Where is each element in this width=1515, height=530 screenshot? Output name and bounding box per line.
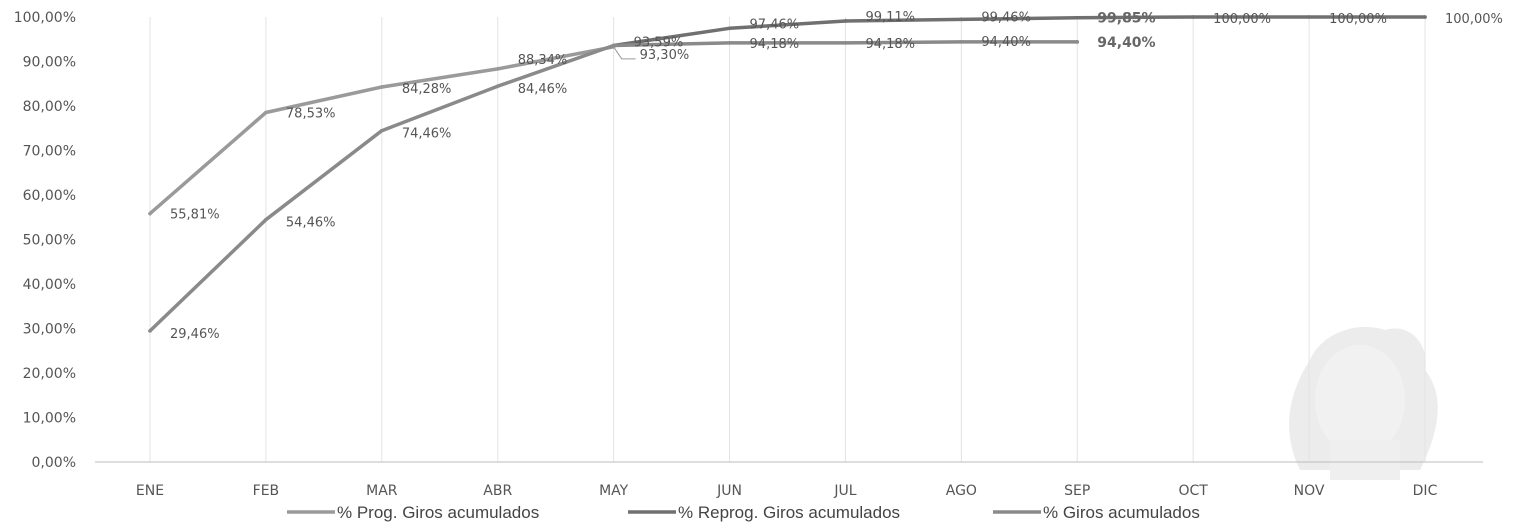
series-3-point-ene bbox=[148, 329, 152, 333]
watermark-emblem bbox=[1289, 326, 1438, 480]
data-label-s1-feb: 78,53% bbox=[286, 107, 336, 122]
series-line-2 bbox=[611, 15, 1427, 48]
data-label-s1-abr: 88,34% bbox=[518, 53, 568, 68]
y-tick-label: 80,00% bbox=[23, 99, 76, 115]
series-3-point-jul bbox=[843, 41, 848, 45]
x-tick-label-may: MAY bbox=[599, 483, 629, 499]
x-tick-label-nov: NOV bbox=[1294, 483, 1325, 499]
gridlines bbox=[149, 17, 1426, 462]
series-2-point-oct bbox=[1191, 15, 1195, 19]
data-label-s1-may: 93,30% bbox=[640, 48, 690, 63]
series-2-point-sep bbox=[1075, 15, 1080, 20]
legend-label-1: % Prog. Giros acumulados bbox=[337, 503, 539, 522]
data-label-s2-jun: 97,46% bbox=[750, 17, 800, 32]
legend-label-2: % Reprog. Giros acumulados bbox=[678, 503, 900, 522]
x-tick-label-dic: DIC bbox=[1413, 483, 1438, 499]
x-tick-label-feb: FEB bbox=[253, 483, 280, 499]
y-tick-label: 20,00% bbox=[23, 366, 76, 382]
series-2-point-nov bbox=[1307, 15, 1311, 19]
x-tick-label-abr: ABR bbox=[483, 483, 512, 499]
series-3-point-feb bbox=[264, 217, 268, 222]
data-label-s3-ene: 29,46% bbox=[170, 327, 220, 342]
data-label-s1-ene: 55,81% bbox=[170, 208, 220, 223]
data-label-s2-nov: 100,00% bbox=[1329, 12, 1387, 27]
y-tick-label: 10,00% bbox=[23, 411, 76, 427]
x-tick-label-jul: JUL bbox=[833, 483, 856, 499]
series-3-point-mar bbox=[380, 128, 384, 133]
label-leader-line bbox=[613, 46, 636, 60]
data-label-s3-jul: 94,18% bbox=[865, 37, 915, 52]
y-tick-label: 100,00% bbox=[14, 10, 76, 26]
data-label-s3-mar: 74,46% bbox=[402, 127, 452, 142]
y-tick-label: 0,00% bbox=[32, 455, 76, 471]
data-label-s2-oct: 100,00% bbox=[1213, 12, 1271, 27]
legend: % Prog. Giros acumulados % Reprog. Giros … bbox=[287, 503, 1200, 522]
data-labels: 55,81% 78,53% 84,28% 88,34% 93,30%93,59% 97,4… bbox=[170, 10, 1503, 342]
series-3-point-sep bbox=[1075, 40, 1080, 44]
x-tick-label-ene: ENE bbox=[136, 483, 164, 499]
data-label-s2-jul: 99,11% bbox=[865, 10, 915, 25]
series-3-point-abr bbox=[495, 84, 500, 88]
series-1-point-feb bbox=[264, 110, 268, 115]
x-tick-label-ago: AGO bbox=[946, 483, 977, 499]
x-tick-label-sep: SEP bbox=[1064, 483, 1090, 499]
y-tick-label: 90,00% bbox=[23, 55, 76, 71]
data-label-s3-feb: 54,46% bbox=[286, 216, 336, 231]
data-label-s2-may: 93,59% bbox=[634, 36, 684, 51]
y-tick-label: 60,00% bbox=[23, 188, 76, 204]
x-tick-label-oct: OCT bbox=[1179, 483, 1209, 499]
series-2-point-ago bbox=[959, 17, 964, 22]
data-label-s3-sep: 94,40% bbox=[1097, 35, 1155, 51]
data-label-s1-mar: 84,28% bbox=[402, 82, 452, 97]
series-lines bbox=[148, 15, 1427, 333]
y-tick-label: 40,00% bbox=[23, 277, 76, 293]
y-tick-label: 30,00% bbox=[23, 322, 76, 338]
axes: 0,00% 10,00% 20,00% 30,00% 40,00% 50,00% 60,00… bbox=[14, 10, 1483, 499]
legend-label-3: % Giros acumulados bbox=[1043, 503, 1200, 522]
series-3-point-jun bbox=[727, 41, 732, 45]
series-2-point-jun bbox=[727, 26, 732, 31]
y-tick-label: 70,00% bbox=[23, 144, 76, 160]
data-label-s2-ago: 99,46% bbox=[981, 10, 1031, 25]
series-1-point-ene bbox=[148, 211, 152, 216]
data-label-s2-dic: 100,00% bbox=[1445, 12, 1503, 27]
y-tick-label: 50,00% bbox=[23, 233, 76, 249]
data-label-s2-sep: 99,85% bbox=[1097, 11, 1155, 27]
series-1-point-abr bbox=[495, 67, 500, 71]
data-label-s3-abr: 84,46% bbox=[518, 82, 568, 97]
series-1-point-mar bbox=[380, 85, 384, 89]
data-label-s3-jun: 94,18% bbox=[750, 37, 800, 52]
series-3-point-may bbox=[611, 43, 616, 48]
series-2-point-jul bbox=[843, 19, 848, 23]
data-label-s3-ago: 94,40% bbox=[981, 35, 1031, 50]
series-2-point-dic bbox=[1423, 15, 1427, 19]
x-tick-label-mar: MAR bbox=[366, 483, 398, 499]
series-3-point-ago bbox=[959, 40, 964, 44]
x-tick-label-jun: JUN bbox=[716, 483, 742, 499]
